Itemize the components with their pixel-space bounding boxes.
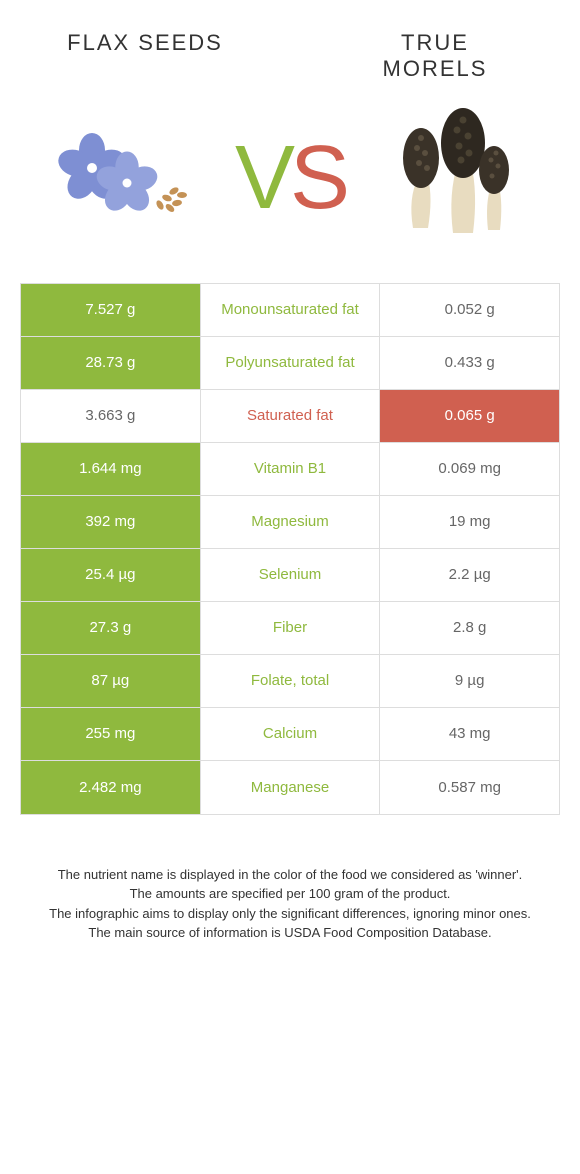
nutrient-name-cell: Magnesium — [200, 496, 381, 548]
comparison-table: 7.527 gMonounsaturated fat0.052 g28.73 g… — [20, 283, 560, 815]
nutrient-name-cell: Monounsaturated fat — [200, 284, 381, 336]
table-row: 255 mgCalcium43 mg — [21, 708, 559, 761]
table-row: 392 mgMagnesium19 mg — [21, 496, 559, 549]
right-value-cell: 0.065 g — [380, 390, 559, 442]
nutrient-name-cell: Selenium — [200, 549, 381, 601]
vs-s: S — [290, 128, 345, 228]
right-value-cell: 0.052 g — [380, 284, 559, 336]
right-value-cell: 9 µg — [380, 655, 559, 707]
table-row: 27.3 gFiber2.8 g — [21, 602, 559, 655]
nutrient-name-cell: Fiber — [200, 602, 381, 654]
nutrient-name-cell: Folate, total — [200, 655, 381, 707]
left-value-cell: 255 mg — [21, 708, 200, 760]
table-row: 2.482 mgManganese0.587 mg — [21, 761, 559, 814]
nutrient-name-cell: Vitamin B1 — [200, 443, 381, 495]
left-value-cell: 28.73 g — [21, 337, 200, 389]
left-value-cell: 392 mg — [21, 496, 200, 548]
nutrient-name-cell: Polyunsaturated fat — [200, 337, 381, 389]
right-food-image — [345, 103, 550, 253]
vs-label: VS — [235, 133, 345, 223]
footer-line: The nutrient name is displayed in the co… — [30, 865, 550, 885]
table-row: 1.644 mgVitamin B10.069 mg — [21, 443, 559, 496]
footer-line: The main source of information is USDA F… — [30, 923, 550, 943]
vs-v: V — [235, 128, 290, 228]
nutrient-name-cell: Calcium — [200, 708, 381, 760]
right-value-cell: 2.2 µg — [380, 549, 559, 601]
infographic-container: FLAX SEEDS TRUEMORELS — [0, 0, 580, 963]
left-value-cell: 2.482 mg — [21, 761, 200, 814]
right-value-cell: 19 mg — [380, 496, 559, 548]
table-row: 87 µgFolate, total9 µg — [21, 655, 559, 708]
left-value-cell: 1.644 mg — [21, 443, 200, 495]
nutrient-name-cell: Manganese — [200, 761, 381, 814]
left-value-cell: 7.527 g — [21, 284, 200, 336]
left-value-cell: 27.3 g — [21, 602, 200, 654]
right-value-cell: 43 mg — [380, 708, 559, 760]
footer-line: The infographic aims to display only the… — [30, 904, 550, 924]
left-food-title: FLAX SEEDS — [20, 30, 270, 56]
right-value-cell: 0.069 mg — [380, 443, 559, 495]
images-row: VS — [20, 103, 560, 253]
right-food-title: TRUEMORELS — [310, 30, 560, 83]
left-value-cell: 87 µg — [21, 655, 200, 707]
footer-line: The amounts are specified per 100 gram o… — [30, 884, 550, 904]
left-value-cell: 3.663 g — [21, 390, 200, 442]
left-value-cell: 25.4 µg — [21, 549, 200, 601]
left-food-image — [30, 103, 235, 253]
table-row: 25.4 µgSelenium2.2 µg — [21, 549, 559, 602]
header-row: FLAX SEEDS TRUEMORELS — [20, 30, 560, 83]
table-row: 3.663 gSaturated fat0.065 g — [21, 390, 559, 443]
footer-notes: The nutrient name is displayed in the co… — [20, 865, 560, 943]
right-value-cell: 0.433 g — [380, 337, 559, 389]
table-row: 28.73 gPolyunsaturated fat0.433 g — [21, 337, 559, 390]
table-row: 7.527 gMonounsaturated fat0.052 g — [21, 284, 559, 337]
right-value-cell: 0.587 mg — [380, 761, 559, 814]
nutrient-name-cell: Saturated fat — [200, 390, 381, 442]
right-value-cell: 2.8 g — [380, 602, 559, 654]
